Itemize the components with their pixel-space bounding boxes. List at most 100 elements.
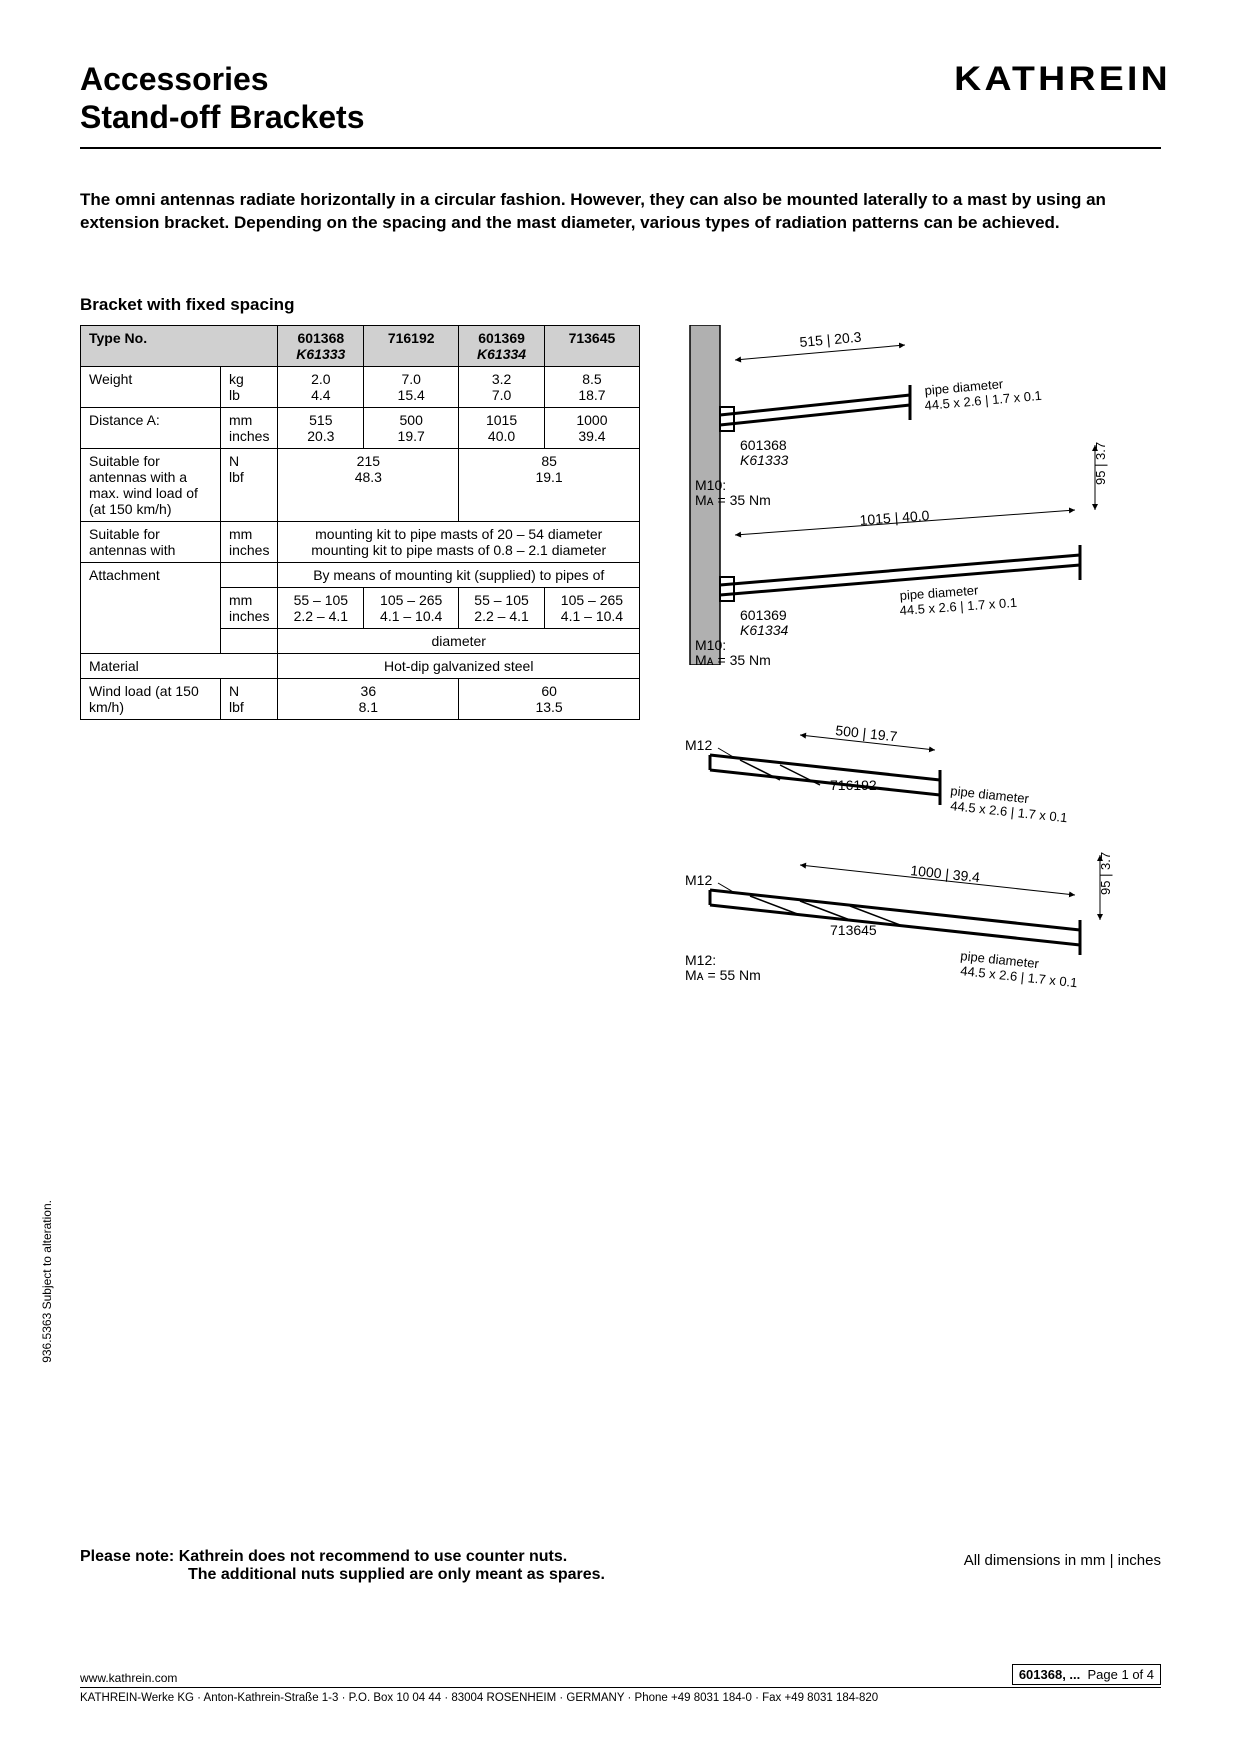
- val: 3.2: [492, 371, 511, 387]
- cell: 105 – 2654.1 – 10.4: [544, 587, 639, 628]
- val: 215: [357, 453, 380, 469]
- val: 20.3: [307, 428, 334, 444]
- unit: kg: [229, 371, 244, 387]
- type-alt: K61334: [477, 346, 526, 362]
- cell: 55 – 1052.2 – 4.1: [278, 587, 364, 628]
- val: mounting kit to pipe masts of 20 – 54 di…: [315, 526, 602, 542]
- header: Accessories Stand-off Brackets KATHREIN: [80, 60, 1161, 137]
- dim-label: 1015 | 40.0: [859, 507, 930, 528]
- unit: lbf: [229, 699, 244, 715]
- side-revision-note: 936.5363 Subject to alteration.: [40, 1200, 54, 1363]
- row-units: [221, 628, 278, 653]
- note-line-1: Kathrein does not recommend to use count…: [179, 1548, 568, 1565]
- content-row: Type No. 601368 K61333 716192 601369 K61…: [80, 325, 1161, 1015]
- unit: mm: [229, 526, 252, 542]
- type-no: 713645: [569, 330, 616, 346]
- unit: lbf: [229, 469, 244, 485]
- cell: 101540.0: [459, 407, 545, 448]
- val: 7.0: [492, 387, 511, 403]
- row-label: Suitable for antennas with: [81, 521, 221, 562]
- type-no: 716192: [388, 330, 435, 346]
- val: 4.4: [311, 387, 330, 403]
- row-label: Wind load (at 150 km/h): [81, 678, 221, 719]
- col-header: 601369 K61334: [459, 325, 545, 366]
- val: 7.0: [401, 371, 420, 387]
- table-header-row: Type No. 601368 K61333 716192 601369 K61…: [81, 325, 640, 366]
- torque-label: Mᴀ = 35 Nm: [695, 492, 771, 508]
- row-label: Attachment: [81, 562, 221, 653]
- row-units: mm inches: [221, 521, 278, 562]
- cell-span: 6013.5: [459, 678, 640, 719]
- col-header: 713645: [544, 325, 639, 366]
- page-footer: www.kathrein.com 601368, ... Page 1 of 4…: [80, 1664, 1161, 1704]
- page-number: Page 1 of 4: [1088, 1667, 1155, 1682]
- side-dim: 95 | 3.7: [1093, 442, 1108, 485]
- cell-span: By means of mounting kit (supplied) to p…: [278, 562, 640, 587]
- val: 105 – 265: [561, 592, 623, 608]
- part-label: 716192: [830, 777, 877, 793]
- row-label: Distance A:: [81, 407, 221, 448]
- val: 8.1: [359, 699, 378, 715]
- title-line-1: Accessories: [80, 60, 365, 98]
- val: 18.7: [578, 387, 605, 403]
- torque-label: Mᴀ = 35 Nm: [695, 652, 771, 665]
- bracket-diagram-1: 515 | 20.3 601368 K61333 pipe diameter 4…: [680, 325, 1120, 665]
- intro-paragraph: The omni antennas radiate horizontally i…: [80, 189, 1161, 235]
- title-block: Accessories Stand-off Brackets: [80, 60, 365, 137]
- cell: 2.04.4: [278, 366, 364, 407]
- part-label: 713645: [830, 922, 877, 938]
- spec-table: Type No. 601368 K61333 716192 601369 K61…: [80, 325, 640, 720]
- part-label: 601369: [740, 607, 787, 623]
- cell: 7.015.4: [364, 366, 459, 407]
- unit: inches: [229, 428, 269, 444]
- bracket-diagram-2: M12 500 | 19.7 716192 pipe diameter 44.5…: [680, 710, 1120, 1010]
- row-label: Suitable for antennas with a max. wind l…: [81, 448, 221, 521]
- val: 60: [541, 683, 557, 699]
- val: 85: [541, 453, 557, 469]
- type-no: 601369: [478, 330, 525, 346]
- bolt-label: M12: [685, 737, 712, 753]
- diagram-fixed-short: 515 | 20.3 601368 K61333 pipe diameter 4…: [680, 325, 1161, 670]
- val: mounting kit to pipe masts of 0.8 – 2.1 …: [311, 542, 606, 558]
- cell: 3.27.0: [459, 366, 545, 407]
- type-alt: K61333: [296, 346, 345, 362]
- cell: 55 – 1052.2 – 4.1: [459, 587, 545, 628]
- cell: 100039.4: [544, 407, 639, 448]
- part-alt-label: K61334: [740, 622, 788, 638]
- unit: N: [229, 683, 239, 699]
- part-alt-label: K61333: [740, 452, 788, 468]
- cell: 105 – 2654.1 – 10.4: [364, 587, 459, 628]
- val: 2.2 – 4.1: [294, 608, 349, 624]
- table-row: Suitable for antennas with a max. wind l…: [81, 448, 640, 521]
- side-dim: 95 | 3.7: [1098, 852, 1113, 895]
- val: 15.4: [398, 387, 425, 403]
- dim-label: 500 | 19.7: [835, 722, 899, 744]
- footer-url: www.kathrein.com: [80, 1671, 177, 1685]
- diagram-fixed-long: M12 500 | 19.7 716192 pipe diameter 44.5…: [680, 710, 1161, 1015]
- row-units: N lbf: [221, 678, 278, 719]
- note-lead: Please note:: [80, 1548, 174, 1565]
- unit: inches: [229, 608, 269, 624]
- spec-table-wrap: Type No. 601368 K61333 716192 601369 K61…: [80, 325, 640, 720]
- page-part-no: 601368, ...: [1019, 1667, 1080, 1682]
- table-row: Wind load (at 150 km/h) N lbf 368.1 6013…: [81, 678, 640, 719]
- val: 4.1 – 10.4: [561, 608, 623, 624]
- cell: 50019.7: [364, 407, 459, 448]
- table-row: Distance A: mm inches 51520.3 50019.7 10…: [81, 407, 640, 448]
- cell-span: diameter: [278, 628, 640, 653]
- part-label: 601368: [740, 437, 787, 453]
- row-units: mm inches: [221, 587, 278, 628]
- val: 1015: [486, 412, 517, 428]
- unit: mm: [229, 592, 252, 608]
- cell-span: 368.1: [278, 678, 459, 719]
- val: 36: [361, 683, 377, 699]
- brand-logo: KATHREIN: [954, 60, 1171, 99]
- val: 13.5: [535, 699, 562, 715]
- row-units: kg lb: [221, 366, 278, 407]
- val: 2.2 – 4.1: [474, 608, 529, 624]
- cell-span: Hot-dip galvanized steel: [278, 653, 640, 678]
- val: 105 – 265: [380, 592, 442, 608]
- unit: N: [229, 453, 239, 469]
- table-row: Weight kg lb 2.04.4 7.015.4 3.27.0 8.518…: [81, 366, 640, 407]
- val: 55 – 105: [294, 592, 349, 608]
